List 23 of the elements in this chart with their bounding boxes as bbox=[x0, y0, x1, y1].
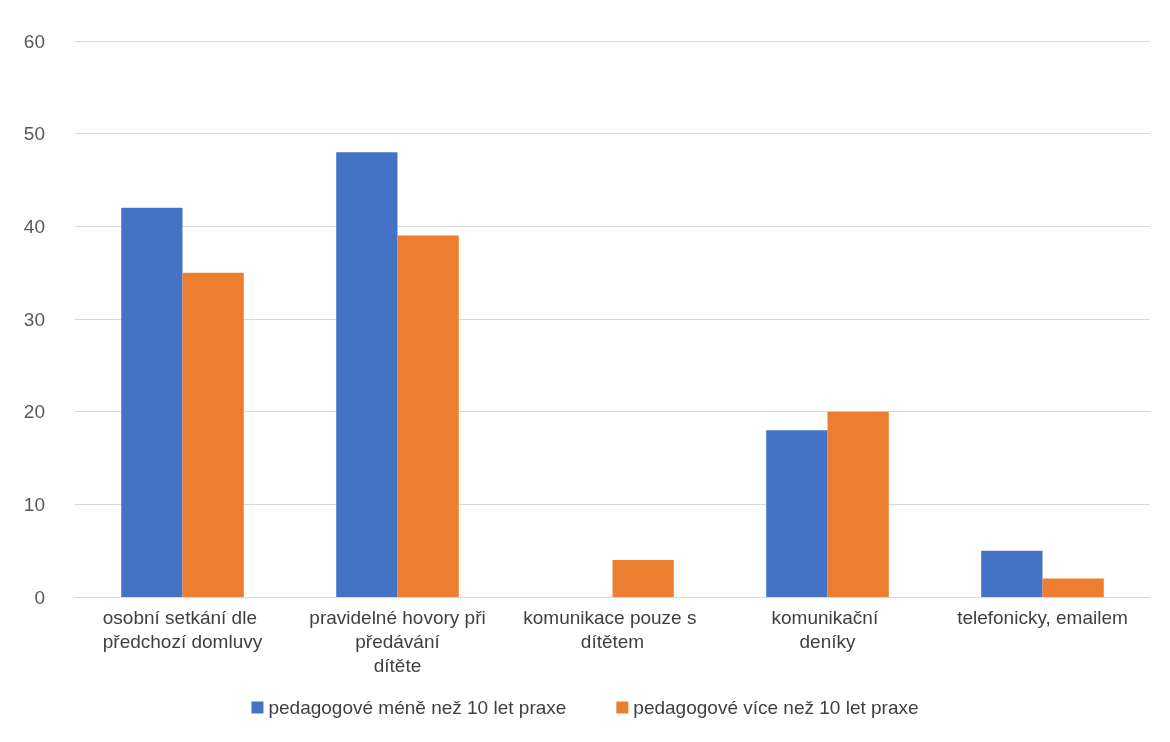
x-tick-label: osobní setkání dle předchozí domluvy bbox=[102, 606, 263, 652]
bar bbox=[182, 272, 244, 597]
y-tick-label: 50 bbox=[23, 123, 45, 145]
y-tick-label: 40 bbox=[23, 215, 45, 237]
bar bbox=[1042, 578, 1104, 597]
bar bbox=[766, 430, 828, 597]
legend-label: pedagogové méně než 10 let praxe bbox=[268, 697, 567, 718]
y-tick-label: 60 bbox=[23, 30, 45, 52]
x-tick-label: komunikace pouze s dítětem bbox=[523, 606, 702, 652]
x-tick-label: komunikační deníky bbox=[771, 606, 884, 652]
bar bbox=[397, 235, 459, 597]
y-tick-label: 20 bbox=[23, 401, 45, 423]
bar bbox=[827, 411, 889, 597]
bar bbox=[336, 152, 398, 597]
bar bbox=[981, 550, 1043, 597]
bar bbox=[612, 559, 674, 597]
y-tick-label: 0 bbox=[34, 586, 45, 608]
bar bbox=[121, 207, 183, 597]
y-tick-label: 30 bbox=[23, 308, 45, 330]
x-tick-label: telefonicky, emailem bbox=[957, 606, 1128, 628]
legend-label: pedagogové více než 10 let praxe bbox=[633, 697, 919, 718]
x-tick-label: pravidelné hovory při předávání dítěte bbox=[309, 606, 486, 676]
y-tick-label: 10 bbox=[23, 493, 45, 515]
